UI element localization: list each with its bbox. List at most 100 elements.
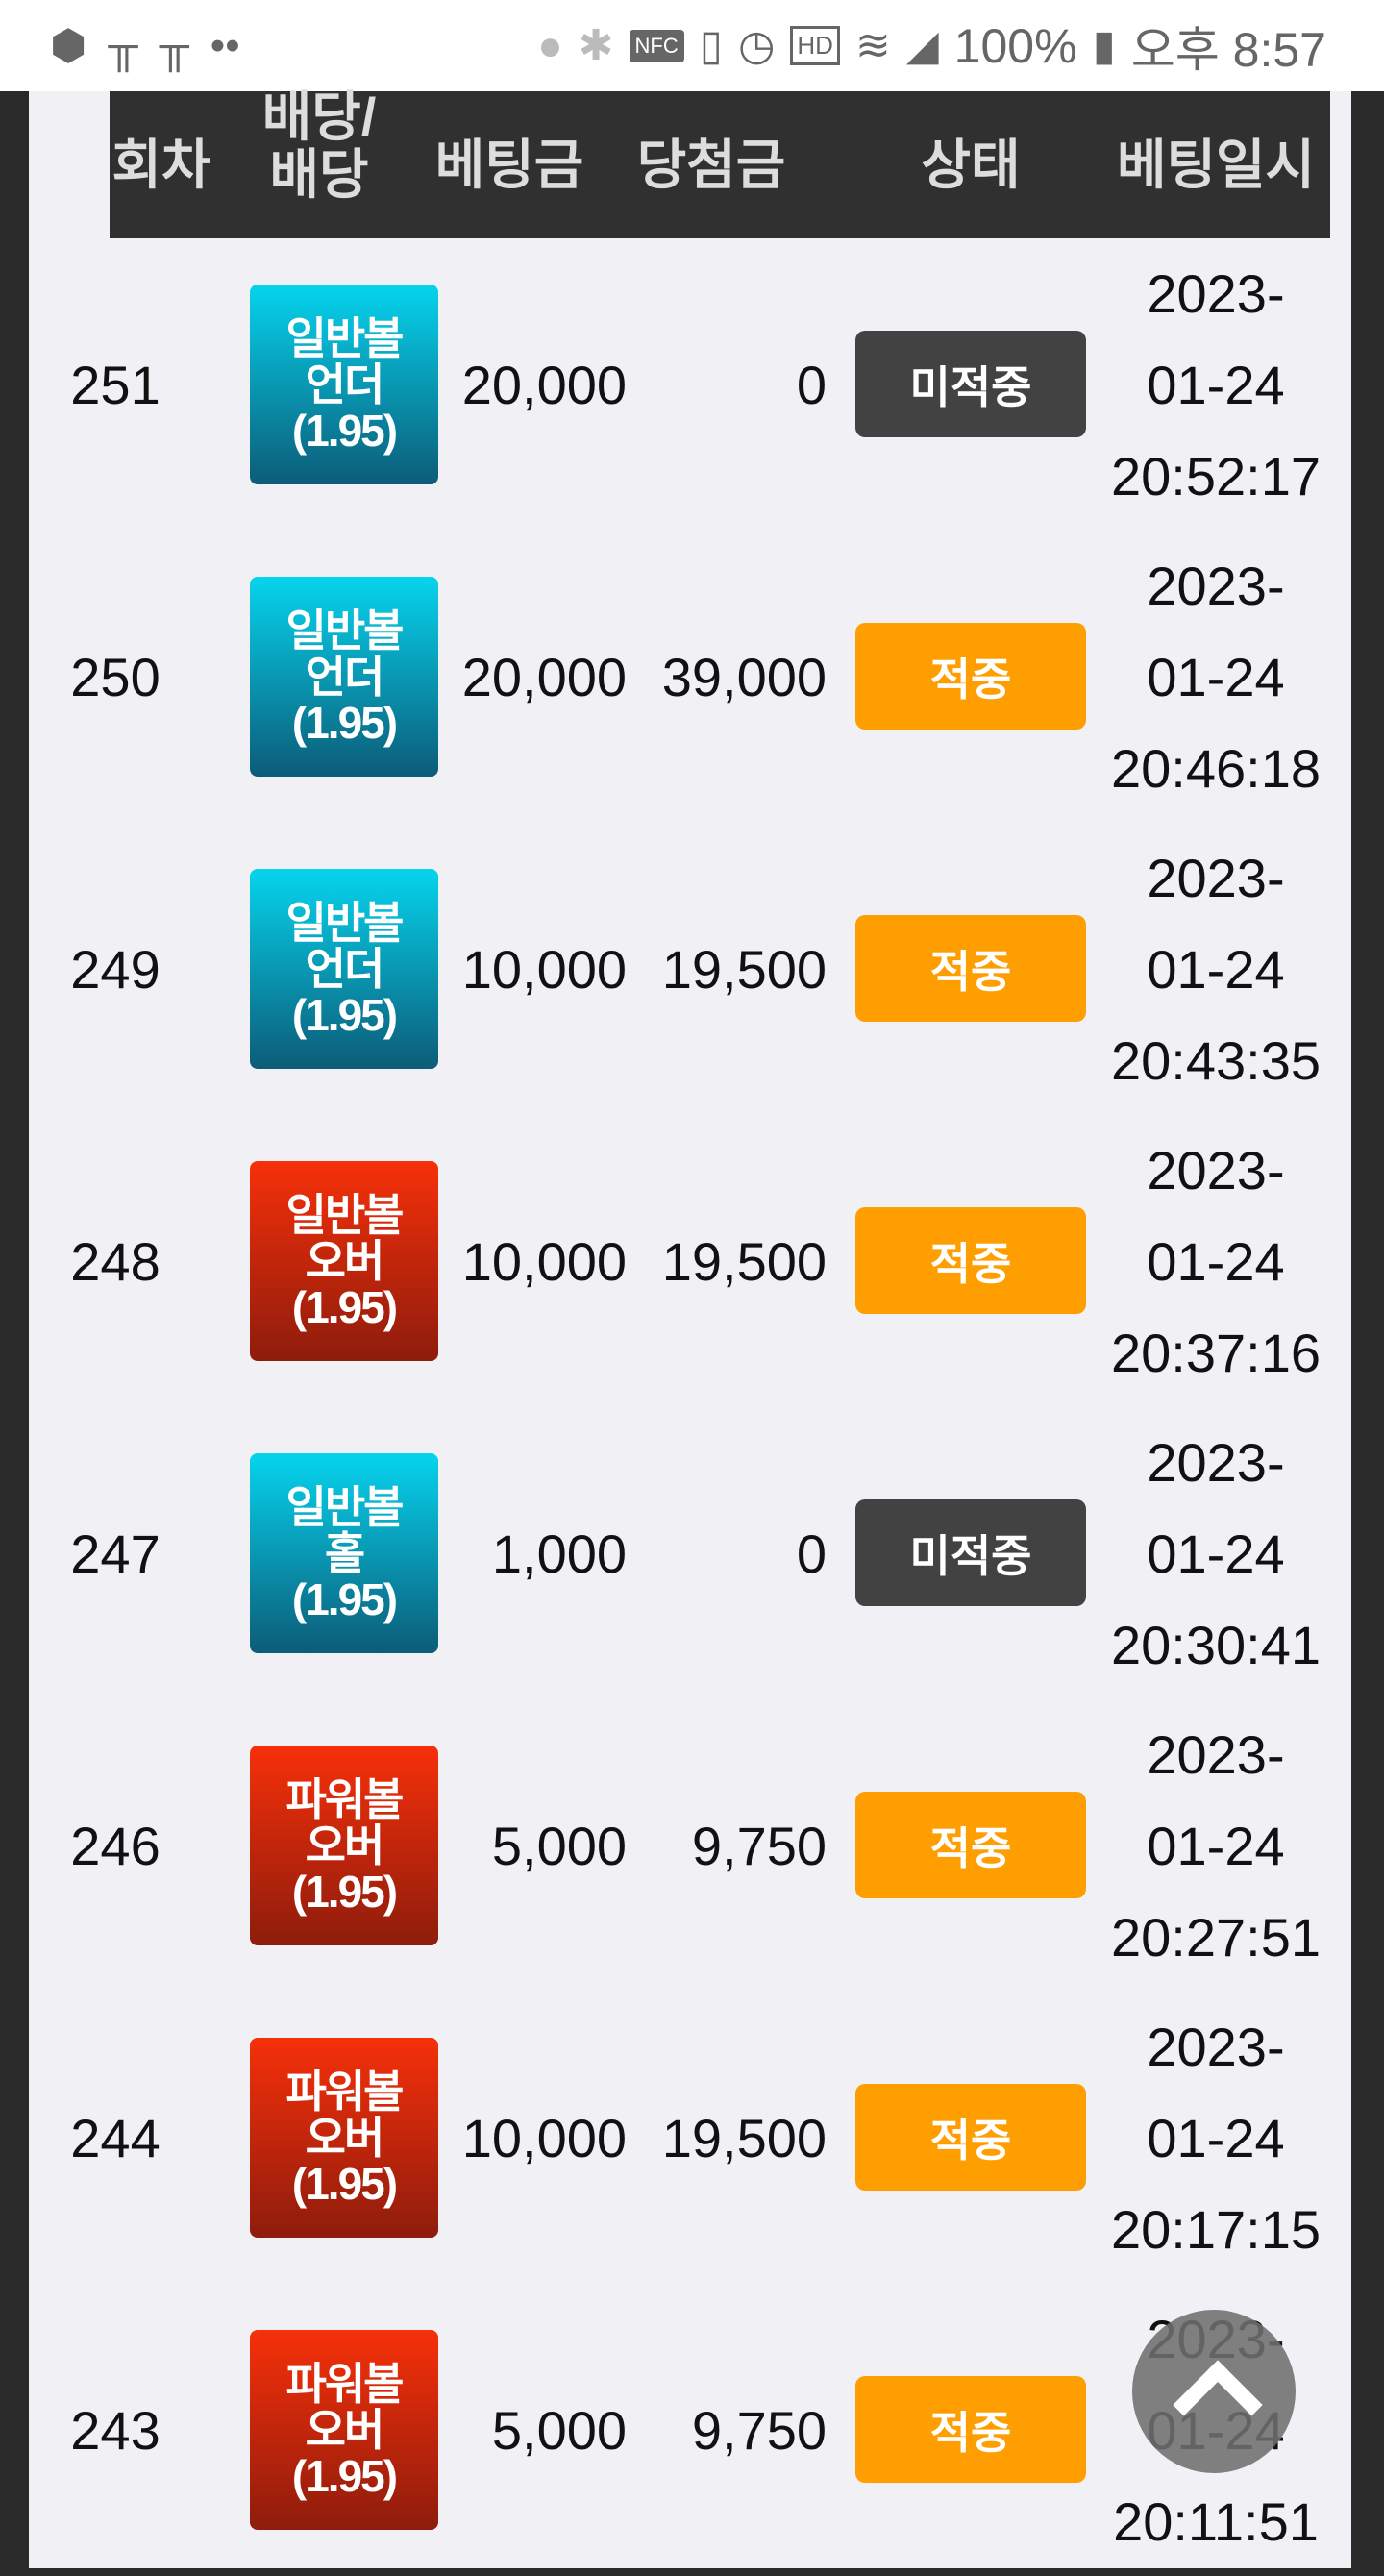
win-amount: 0 [796, 354, 827, 415]
round-number: 248 [70, 1230, 161, 1292]
status-badge: 미적중 [855, 331, 1086, 437]
bet-game: 파워볼 [285, 1774, 405, 1824]
round-number: 244 [70, 2107, 161, 2168]
signal-icon: ◢ [905, 22, 939, 69]
bet-odds: (1.95) [291, 990, 398, 1040]
wifi-icon: ≋ [854, 22, 891, 69]
win-amount: 39,000 [661, 646, 827, 707]
bet-pick: 언더 [305, 359, 385, 409]
hd-icon: HD [790, 26, 840, 65]
bet-odds: (1.95) [291, 698, 398, 748]
table-row: 244 파워볼 오버 (1.95) 10,000 19,500 적중 2023-… [29, 1992, 1351, 2284]
bet-type-badge: 파워볼 오버 (1.95) [250, 2330, 438, 2530]
status-badge: 적중 [855, 623, 1086, 730]
bet-game: 일반볼 [285, 313, 405, 363]
bet-type-badge: 파워볼 오버 (1.95) [250, 2038, 438, 2238]
battery-percent: 100% [953, 18, 1077, 73]
win-amount: 19,500 [661, 938, 827, 1000]
bet-odds: (1.95) [291, 2159, 398, 2209]
header-round: 회차 [111, 134, 211, 195]
round-number: 250 [70, 646, 161, 707]
bet-date-year: 2023- [1147, 2016, 1285, 2077]
bet-pick: 오버 [305, 2113, 385, 2163]
table-row: 246 파워볼 오버 (1.95) 5,000 9,750 적중 2023- 0… [29, 1699, 1351, 1992]
win-amount: 9,750 [691, 1815, 827, 1876]
bet-datetime: 2023- 01-24 20:30:41 [1105, 1407, 1326, 1699]
bet-type-badge: 일반볼 홀 (1.95) [250, 1453, 438, 1653]
more-dots-icon: •• [210, 21, 240, 69]
bet-time: 20:27:51 [1111, 1906, 1321, 1968]
bet-type-badge: 일반볼 오버 (1.95) [250, 1161, 438, 1361]
bet-time: 20:30:41 [1111, 1614, 1321, 1675]
bet-datetime: 2023- 01-24 20:27:51 [1105, 1699, 1326, 1992]
scroll-to-top-button[interactable] [1132, 2310, 1296, 2473]
table-row: 243 파워볼 오버 (1.95) 5,000 9,750 적중 2023- 0… [29, 2284, 1351, 2576]
bet-type-badge: 파워볼 오버 (1.95) [250, 1746, 438, 1945]
status-badge: 적중 [855, 2084, 1086, 2191]
status-badge: 적중 [855, 1207, 1086, 1314]
alarm-icon: ◷ [737, 22, 776, 69]
bet-date-year: 2023- [1147, 847, 1285, 908]
bet-pick: 오버 [305, 2405, 385, 2455]
bet-pick: 홀 [324, 1528, 365, 1578]
bet-date-year: 2023- [1147, 1723, 1285, 1785]
bet-date-day: 01-24 [1147, 354, 1285, 415]
clock: 오후 8:57 [1130, 22, 1326, 77]
bet-odds: (1.95) [291, 1282, 398, 1332]
bet-odds: (1.95) [291, 1574, 398, 1624]
header-odds: 배당/ 배당 [225, 53, 413, 238]
location-icon: ● [537, 21, 563, 69]
bet-datetime: 2023- 01-24 20:52:17 [1105, 238, 1326, 531]
header-amount: 베팅금 [434, 134, 584, 195]
bet-pick: 언더 [305, 944, 385, 994]
bet-time: 20:43:35 [1111, 1029, 1321, 1091]
status-badge: 적중 [855, 2376, 1086, 2483]
bet-date-year: 2023- [1147, 262, 1285, 324]
bet-amount: 5,000 [491, 2399, 627, 2461]
table-row: 247 일반볼 홀 (1.95) 1,000 0 미적중 2023- 01-24… [29, 1407, 1351, 1699]
bet-datetime: 2023- 01-24 20:17:15 [1105, 1992, 1326, 2284]
bet-game: 일반볼 [285, 1482, 405, 1532]
win-amount: 19,500 [661, 2107, 827, 2168]
bet-date-year: 2023- [1147, 1431, 1285, 1493]
bet-date-day: 01-24 [1147, 2107, 1285, 2168]
battery-charging-icon: ▮ [1092, 22, 1116, 69]
bet-datetime: 2023- 01-24 20:43:35 [1105, 823, 1326, 1115]
bet-type-badge: 일반볼 언더 (1.95) [250, 869, 438, 1069]
status-badge: 적중 [855, 1792, 1086, 1898]
bet-date-day: 01-24 [1147, 646, 1285, 707]
bet-date-year: 2023- [1147, 555, 1285, 616]
bet-amount: 1,000 [491, 1523, 627, 1584]
win-amount: 19,500 [661, 1230, 827, 1292]
bet-date-day: 01-24 [1147, 938, 1285, 1000]
bet-date-day: 01-24 [1147, 1523, 1285, 1584]
bet-amount: 20,000 [461, 354, 627, 415]
bet-pick: 오버 [305, 1236, 385, 1286]
round-number: 249 [70, 938, 161, 1000]
win-amount: 9,750 [691, 2399, 827, 2461]
bet-amount: 10,000 [461, 938, 627, 1000]
table-row: 248 일반볼 오버 (1.95) 10,000 19,500 적중 2023-… [29, 1115, 1351, 1407]
bet-time: 20:37:16 [1111, 1322, 1321, 1383]
bet-pick: 오버 [305, 1821, 385, 1870]
bet-odds: (1.95) [291, 2451, 398, 2501]
bet-odds: (1.95) [291, 1867, 398, 1917]
header-win: 당첨금 [636, 134, 786, 195]
nfc-icon: NFC [629, 29, 684, 62]
bet-time: 20:11:51 [1113, 2490, 1319, 2552]
font-icon: ╥ [159, 21, 189, 69]
bet-amount: 10,000 [461, 2107, 627, 2168]
round-number: 246 [70, 1815, 161, 1876]
bet-game: 일반볼 [285, 606, 405, 656]
table-row: 251 일반볼 언더 (1.95) 20,000 0 미적중 2023- 01-… [29, 238, 1351, 531]
win-amount: 0 [796, 1523, 827, 1584]
table-header: 회차 배당/ 배당 베팅금 당첨금 상태 베팅일시 [110, 87, 1330, 238]
app-icon: ⬢ [50, 22, 87, 69]
round-number: 251 [70, 354, 161, 415]
bet-type-badge: 일반볼 언더 (1.95) [250, 285, 438, 484]
bet-date-year: 2023- [1147, 1139, 1285, 1201]
bet-time: 20:46:18 [1111, 737, 1321, 799]
status-bar: ⬢ ╥ ╥ •• ● ✱ NFC ▯ ◷ HD ≋ ◢ 100% ▮ 오후 8:… [0, 0, 1384, 91]
table-row: 249 일반볼 언더 (1.95) 10,000 19,500 적중 2023-… [29, 823, 1351, 1115]
bet-odds: (1.95) [291, 406, 398, 456]
